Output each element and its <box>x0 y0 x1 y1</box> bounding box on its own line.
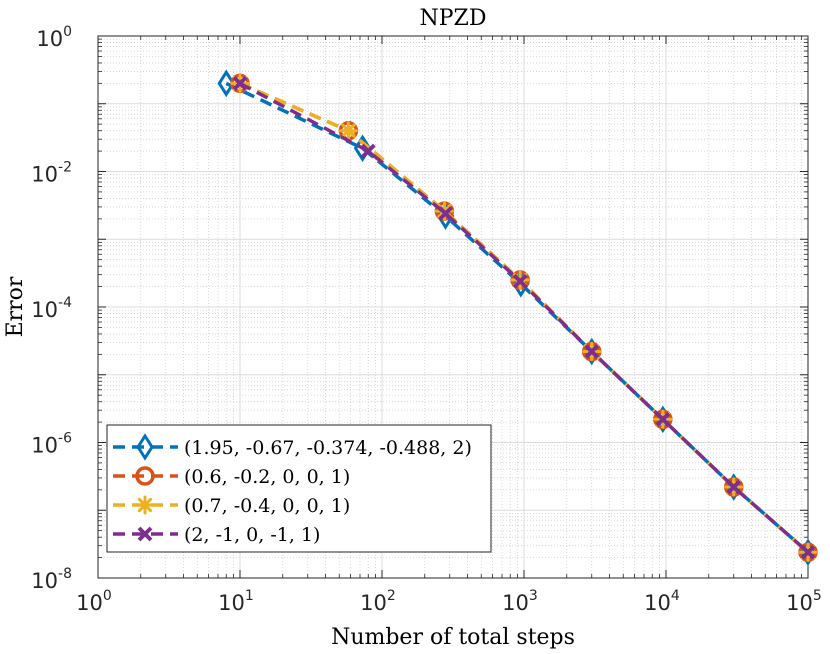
x-tick-label: 103 <box>502 588 538 615</box>
y-tick-label-exponent: -6 <box>58 431 72 447</box>
circle-marker-shape <box>135 466 155 486</box>
series-4-point <box>438 206 453 221</box>
x-marker-stroke <box>584 344 600 359</box>
x-tick-labels: 100 101 102 103 104 105 <box>76 588 822 615</box>
series-1-point <box>217 69 236 98</box>
y-tick-label-base: 10 <box>31 298 58 322</box>
legend-entry-2: (0.6, -0.2, 0, 0, 1) <box>113 466 350 488</box>
x-tick-label-base: 10 <box>502 591 529 615</box>
x-marker-stroke <box>360 143 376 159</box>
x-tick-label-exponent: 0 <box>103 588 112 604</box>
x-tick-label-exponent: 4 <box>671 588 680 604</box>
series-layer <box>217 69 818 567</box>
series-4-point <box>232 75 248 91</box>
legend: (1.95, -0.67, -0.374, -0.488, 2) (0.6, -0… <box>106 424 492 553</box>
y-tick-label-exponent: 0 <box>63 24 72 40</box>
x-tick-label-exponent: 5 <box>813 588 822 604</box>
star-marker-stroke <box>137 497 153 513</box>
series-3-line <box>239 81 810 554</box>
legend-label: (0.6, -0.2, 0, 0, 1) <box>184 466 350 488</box>
axis-ticks <box>97 35 809 579</box>
legend-entry-4: (2, -1, 0, -1, 1) <box>113 524 320 546</box>
series-4-point <box>360 143 376 159</box>
x-tick-label-exponent: 2 <box>387 588 396 604</box>
x-marker-stroke <box>137 526 153 542</box>
x-tick-label-base: 10 <box>644 591 671 615</box>
legend-entry-1: (1.95, -0.67, -0.374, -0.488, 2) <box>113 433 472 461</box>
y-tick-label-base: 10 <box>31 569 58 593</box>
y-tick-label-exponent: -2 <box>58 160 72 176</box>
x-tick-label-base: 10 <box>360 591 387 615</box>
legend-marker-sample <box>135 466 155 486</box>
chart-title: NPZD <box>420 6 487 31</box>
y-tick-label: 10-6 <box>31 431 72 458</box>
series-4-point <box>584 344 600 359</box>
series-3-point <box>338 121 358 141</box>
legend-label: (2, -1, 0, -1, 1) <box>184 524 320 546</box>
y-tick-label-exponent: -8 <box>58 566 72 582</box>
legend-marker-sample <box>135 495 155 515</box>
x-axis-label: Number of total steps <box>331 625 575 650</box>
x-tick-label-base: 10 <box>218 591 245 615</box>
legend-label: (1.95, -0.67, -0.374, -0.488, 2) <box>184 437 472 459</box>
y-tick-label-exponent: -4 <box>58 295 72 311</box>
x-marker-stroke <box>800 544 816 560</box>
legend-marker-sample <box>136 433 154 461</box>
x-tick-label: 101 <box>218 588 254 615</box>
x-tick-label: 102 <box>360 588 396 615</box>
series-4-point <box>726 479 742 495</box>
y-tick-label-base: 10 <box>36 27 63 51</box>
legend-entry-3: (0.7, -0.4, 0, 0, 1) <box>113 495 350 517</box>
x-tick-label: 104 <box>644 588 680 615</box>
y-tick-label: 10-4 <box>31 295 72 322</box>
series-4-line <box>239 81 810 554</box>
x-tick-label-exponent: 3 <box>529 588 538 604</box>
y-tick-label: 10-2 <box>31 160 72 187</box>
y-axis-label: Error <box>3 276 28 337</box>
x-marker-stroke <box>655 411 671 427</box>
series-4 <box>232 75 816 560</box>
diamond-marker-shape <box>136 433 154 461</box>
x-tick-label: 105 <box>786 588 822 615</box>
x-marker-stroke <box>726 479 742 495</box>
y-tick-label: 10-8 <box>31 566 72 593</box>
diamond-marker-shape <box>217 69 236 98</box>
series-4-point <box>800 544 816 560</box>
y-tick-label: 100 <box>36 24 72 51</box>
y-tick-label-base: 10 <box>31 163 58 187</box>
x-marker-stroke <box>438 206 453 221</box>
star-marker-stroke <box>341 123 356 138</box>
legend-marker-sample <box>137 526 153 542</box>
y-tick-label-base: 10 <box>31 434 58 458</box>
series-4-point <box>512 273 528 289</box>
x-tick-label-exponent: 1 <box>245 588 254 604</box>
x-tick-label-base: 10 <box>786 591 813 615</box>
series-4-point <box>655 411 671 427</box>
x-marker-stroke <box>232 75 248 91</box>
x-marker-stroke <box>512 273 528 289</box>
x-tick-label: 100 <box>76 588 112 615</box>
x-tick-label-base: 10 <box>76 591 103 615</box>
legend-label: (0.7, -0.4, 0, 0, 1) <box>184 495 350 517</box>
